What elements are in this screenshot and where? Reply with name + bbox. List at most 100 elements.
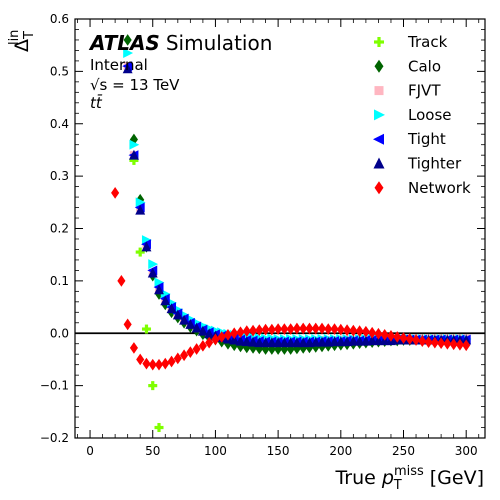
- data-point: [179, 314, 190, 325]
- data-point: [197, 325, 208, 336]
- x-tick-label: 0: [86, 444, 94, 458]
- data-point: [248, 342, 258, 354]
- data-point: [211, 333, 220, 346]
- data-point: [192, 343, 201, 355]
- data-point: [266, 337, 277, 348]
- series-track: [129, 155, 164, 433]
- data-point: [424, 336, 433, 349]
- data-point: [305, 322, 314, 335]
- data-point: [167, 355, 176, 368]
- y-tick-label: 0.1: [50, 274, 69, 288]
- data-point: [286, 323, 295, 335]
- legend: Track Calo FJVT Loose Tight Tighter Network: [373, 33, 471, 197]
- y-axis-subscript: T: [22, 31, 37, 40]
- data-point: [354, 335, 365, 346]
- data-point: [123, 318, 132, 331]
- legend-entry-fjvt: FJVT: [374, 82, 441, 100]
- legend-marker: [374, 37, 384, 47]
- x-axis-superscript: miss: [394, 464, 424, 479]
- data-point: [349, 324, 358, 337]
- data-marks: [111, 34, 472, 433]
- data-point: [141, 235, 152, 245]
- data-point: [317, 322, 327, 335]
- data-point: [399, 332, 408, 344]
- data-point: [172, 309, 183, 320]
- data-point: [117, 275, 126, 287]
- legend-entry-loose: Loose: [374, 106, 452, 124]
- data-point: [443, 337, 452, 350]
- data-point: [292, 342, 301, 355]
- legend-entry-tight: Tight: [373, 130, 446, 148]
- data-point: [455, 338, 464, 351]
- data-point: [185, 318, 196, 329]
- data-point: [236, 326, 245, 339]
- data-point: [229, 334, 240, 345]
- data-point: [449, 338, 458, 351]
- legend-marker: [374, 109, 385, 121]
- data-point: [205, 336, 214, 349]
- axis-ticks: 0 50 100 150 200 250 300 −0.2 −0.1 0.0 0.1 0.2 0.3 0.…: [40, 12, 485, 458]
- data-point: [204, 328, 215, 339]
- data-point: [286, 343, 295, 355]
- data-point: [280, 343, 289, 355]
- x-tick-label: 100: [204, 444, 227, 458]
- data-point: [261, 323, 270, 336]
- data-point: [335, 336, 346, 347]
- data-point: [135, 247, 145, 257]
- data-point: [111, 187, 120, 199]
- y-axis-superscript: lin: [7, 30, 22, 45]
- process-label: tt̄: [90, 93, 103, 112]
- x-tick-label: 50: [145, 444, 160, 458]
- data-point: [223, 337, 233, 350]
- data-point: [437, 337, 446, 350]
- x-axis-symbol: p: [381, 467, 394, 489]
- data-point: [136, 353, 145, 366]
- data-point: [380, 328, 389, 341]
- data-point: [148, 381, 158, 391]
- data-point: [230, 339, 239, 352]
- data-point: [368, 326, 377, 339]
- series-network: [111, 187, 471, 371]
- data-point: [343, 324, 352, 336]
- data-point: [248, 336, 258, 347]
- y-tick-label: 0.0: [50, 326, 69, 340]
- x-axis-prefix: True: [334, 467, 381, 489]
- data-point: [462, 339, 471, 352]
- data-point: [373, 335, 384, 346]
- data-point: [223, 328, 233, 341]
- y-axis-symbol: Δ: [11, 39, 33, 52]
- data-point: [154, 277, 165, 288]
- data-point: [154, 358, 164, 371]
- y-axis-title: ΔTlin: [7, 30, 37, 52]
- legend-marker: [374, 86, 384, 96]
- data-point: [198, 339, 207, 352]
- y-tick-label: 0.3: [50, 169, 69, 183]
- data-point: [386, 330, 396, 342]
- data-point: [285, 337, 296, 348]
- data-point: [166, 303, 177, 314]
- data-point: [129, 139, 140, 150]
- data-point: [191, 322, 202, 333]
- data-point: [267, 343, 276, 355]
- data-point: [361, 325, 370, 338]
- data-point: [260, 337, 271, 348]
- atlas-simulation: Simulation: [166, 31, 273, 55]
- data-point: [367, 335, 378, 346]
- plot-frame: [74, 18, 486, 439]
- data-point: [217, 331, 226, 343]
- data-point: [186, 346, 195, 358]
- legend-label: Calo: [408, 57, 441, 75]
- data-point: [141, 324, 151, 334]
- legend-marker: [373, 157, 385, 169]
- x-axis-subscript: T: [393, 478, 402, 493]
- data-point: [355, 325, 364, 338]
- data-point: [122, 63, 133, 74]
- data-point: [128, 149, 139, 160]
- legend-entry-network: Network: [374, 179, 471, 197]
- data-point: [123, 34, 132, 46]
- data-point: [311, 322, 320, 335]
- data-point: [374, 327, 383, 340]
- data-point: [123, 48, 134, 58]
